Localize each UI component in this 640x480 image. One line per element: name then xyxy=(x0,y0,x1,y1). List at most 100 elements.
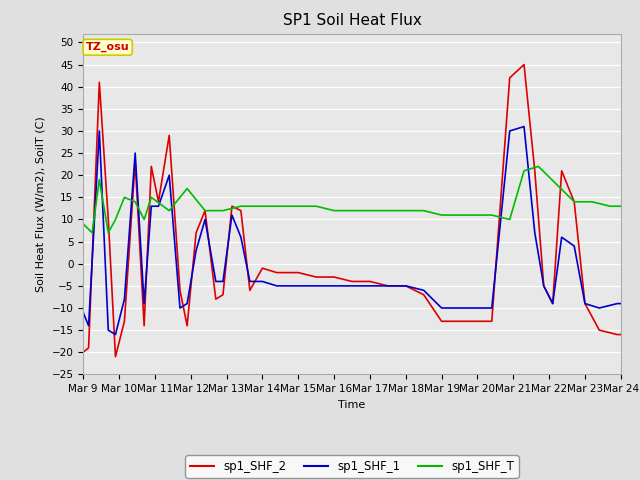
sp1_SHF_1 xyxy=(228,212,236,218)
sp1_SHF_2 xyxy=(237,208,244,214)
sp1_SHF_T xyxy=(294,204,302,209)
sp1_SHF_1 xyxy=(237,234,244,240)
sp1_SHF_T xyxy=(201,208,209,214)
sp1_SHF_T xyxy=(183,186,191,192)
sp1_SHF_T xyxy=(520,168,528,174)
sp1_SHF_1 xyxy=(79,310,87,315)
sp1_SHF_2 xyxy=(420,292,428,298)
sp1_SHF_1 xyxy=(438,305,445,311)
sp1_SHF_2 xyxy=(120,318,128,324)
sp1_SHF_2 xyxy=(348,278,356,284)
sp1_SHF_1 xyxy=(201,216,209,222)
sp1_SHF_2 xyxy=(613,332,621,337)
sp1_SHF_1 xyxy=(176,305,184,311)
X-axis label: Time: Time xyxy=(339,400,365,409)
sp1_SHF_2 xyxy=(570,199,578,204)
Line: sp1_SHF_2: sp1_SHF_2 xyxy=(83,65,621,357)
sp1_SHF_1 xyxy=(581,300,589,306)
sp1_SHF_T xyxy=(570,199,578,204)
sp1_SHF_2 xyxy=(402,283,410,289)
sp1_SHF_1 xyxy=(131,150,139,156)
sp1_SHF_T xyxy=(588,199,596,204)
sp1_SHF_1 xyxy=(155,204,163,209)
sp1_SHF_T xyxy=(438,212,445,218)
sp1_SHF_2 xyxy=(540,283,548,289)
sp1_SHF_2 xyxy=(176,288,184,293)
sp1_SHF_1 xyxy=(570,243,578,249)
Line: sp1_SHF_1: sp1_SHF_1 xyxy=(83,127,621,335)
sp1_SHF_1 xyxy=(488,305,495,311)
sp1_SHF_T xyxy=(95,177,103,182)
sp1_SHF_2 xyxy=(294,270,302,276)
sp1_SHF_2 xyxy=(165,132,173,138)
sp1_SHF_T xyxy=(552,181,560,187)
Title: SP1 Soil Heat Flux: SP1 Soil Heat Flux xyxy=(283,13,421,28)
sp1_SHF_T xyxy=(534,164,542,169)
sp1_SHF_T xyxy=(147,194,155,200)
sp1_SHF_2 xyxy=(192,230,200,236)
sp1_SHF_2 xyxy=(147,164,155,169)
sp1_SHF_T xyxy=(617,204,625,209)
sp1_SHF_1 xyxy=(95,128,103,134)
sp1_SHF_T xyxy=(88,230,96,236)
sp1_SHF_2 xyxy=(246,288,253,293)
sp1_SHF_T xyxy=(488,212,495,218)
sp1_SHF_1 xyxy=(595,305,603,311)
sp1_SHF_2 xyxy=(520,62,528,68)
sp1_SHF_2 xyxy=(259,265,266,271)
sp1_SHF_T xyxy=(330,208,338,214)
sp1_SHF_2 xyxy=(312,274,320,280)
sp1_SHF_1 xyxy=(540,283,548,289)
sp1_SHF_1 xyxy=(617,300,625,306)
sp1_SHF_1 xyxy=(456,305,463,311)
sp1_SHF_1 xyxy=(549,300,557,306)
sp1_SHF_2 xyxy=(95,79,103,85)
sp1_SHF_1 xyxy=(183,300,191,306)
sp1_SHF_T xyxy=(420,208,428,214)
sp1_SHF_T xyxy=(348,208,356,214)
sp1_SHF_1 xyxy=(259,278,266,284)
sp1_SHF_2 xyxy=(219,292,227,298)
sp1_SHF_2 xyxy=(531,168,539,174)
sp1_SHF_2 xyxy=(558,168,566,174)
sp1_SHF_2 xyxy=(228,204,236,209)
sp1_SHF_2 xyxy=(79,349,87,355)
sp1_SHF_1 xyxy=(111,332,119,337)
sp1_SHF_2 xyxy=(488,318,495,324)
sp1_SHF_T xyxy=(140,216,148,222)
sp1_SHF_2 xyxy=(201,208,209,214)
sp1_SHF_1 xyxy=(219,278,227,284)
sp1_SHF_2 xyxy=(330,274,338,280)
sp1_SHF_1 xyxy=(384,283,392,289)
sp1_SHF_1 xyxy=(294,283,302,289)
sp1_SHF_1 xyxy=(192,248,200,253)
sp1_SHF_2 xyxy=(456,318,463,324)
sp1_SHF_T xyxy=(165,208,173,214)
Legend: sp1_SHF_2, sp1_SHF_1, sp1_SHF_T: sp1_SHF_2, sp1_SHF_1, sp1_SHF_T xyxy=(186,455,518,478)
sp1_SHF_1 xyxy=(420,288,428,293)
sp1_SHF_2 xyxy=(131,159,139,165)
sp1_SHF_T xyxy=(219,208,227,214)
sp1_SHF_2 xyxy=(438,318,445,324)
sp1_SHF_T xyxy=(131,199,139,204)
sp1_SHF_2 xyxy=(111,354,119,360)
sp1_SHF_T xyxy=(273,204,280,209)
sp1_SHF_1 xyxy=(120,296,128,302)
sp1_SHF_1 xyxy=(140,300,148,306)
sp1_SHF_T xyxy=(237,204,244,209)
Text: TZ_osu: TZ_osu xyxy=(86,42,129,52)
sp1_SHF_1 xyxy=(104,327,112,333)
sp1_SHF_2 xyxy=(84,345,92,351)
sp1_SHF_1 xyxy=(246,278,253,284)
sp1_SHF_T xyxy=(402,208,410,214)
Y-axis label: Soil Heat Flux (W/m2), SoilT (C): Soil Heat Flux (W/m2), SoilT (C) xyxy=(36,116,46,292)
Line: sp1_SHF_T: sp1_SHF_T xyxy=(83,167,621,233)
sp1_SHF_1 xyxy=(474,305,481,311)
sp1_SHF_2 xyxy=(183,323,191,329)
sp1_SHF_1 xyxy=(330,283,338,289)
sp1_SHF_T xyxy=(79,221,87,227)
sp1_SHF_1 xyxy=(613,300,621,306)
sp1_SHF_T xyxy=(506,216,513,222)
sp1_SHF_1 xyxy=(273,283,280,289)
sp1_SHF_2 xyxy=(595,327,603,333)
